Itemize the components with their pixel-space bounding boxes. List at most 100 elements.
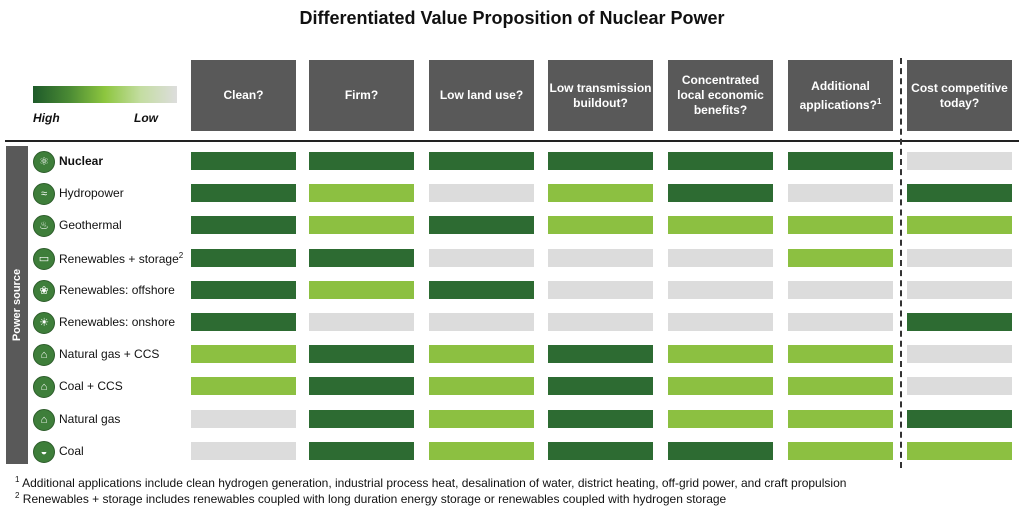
- row-label: Renewables + storage2: [59, 251, 183, 266]
- rating-cell-low: [309, 313, 414, 331]
- column-header: Clean?: [191, 60, 296, 131]
- rating-cell-high: [548, 345, 653, 364]
- rating-cell-medium: [668, 409, 773, 428]
- gas-plant-icon: ⌂: [33, 344, 55, 367]
- rating-cell-medium: [191, 377, 296, 396]
- row-label: Nuclear: [59, 154, 103, 168]
- rating-cell-high: [668, 441, 773, 460]
- column-header: Firm?: [309, 60, 414, 131]
- rating-cell-high: [309, 152, 414, 170]
- rating-cell-low: [429, 184, 534, 203]
- rating-cell-medium: [309, 184, 414, 203]
- column-header-label: Clean?: [223, 88, 264, 102]
- footnote-number: 1: [15, 475, 20, 484]
- chart-title: Differentiated Value Proposition of Nucl…: [299, 8, 725, 28]
- row-label-text: Renewables: onshore: [59, 315, 176, 329]
- rating-cell-low: [668, 313, 773, 331]
- column-header-label: Firm?: [344, 88, 379, 102]
- rating-cell-high: [191, 152, 296, 170]
- rating-cell-low: [548, 280, 653, 299]
- rating-cell-high: [191, 216, 296, 235]
- footnote: 1 Additional applications include clean …: [15, 475, 846, 490]
- rating-cell-low: [191, 409, 296, 428]
- rating-cell-medium: [429, 409, 534, 428]
- row-label: Geothermal: [59, 218, 122, 232]
- legend-high-label: High: [33, 111, 60, 125]
- legend-low-label: Low: [134, 111, 158, 125]
- rating-cell-low: [548, 313, 653, 331]
- row-label-text: Coal + CCS: [59, 379, 123, 394]
- rating-cell-low: [788, 313, 893, 331]
- rating-cell-high: [548, 152, 653, 170]
- rating-cell-high: [907, 313, 1012, 331]
- row-label: Natural gas: [59, 412, 120, 426]
- geothermal-icon: ♨: [33, 215, 55, 238]
- row-label: Coal: [59, 444, 84, 458]
- rating-cell-high: [668, 152, 773, 170]
- rating-cell-high: [668, 184, 773, 203]
- side-label: Power source: [11, 268, 23, 342]
- coal-cart-icon: ◒: [33, 440, 55, 463]
- rating-cell-medium: [429, 441, 534, 460]
- row-label: Renewables: offshore: [59, 283, 175, 297]
- rating-cell-high: [309, 248, 414, 267]
- rating-cell-high: [309, 441, 414, 460]
- footnote-text: Additional applications include clean hy…: [19, 476, 847, 490]
- rating-cell-medium: [788, 441, 893, 460]
- rating-cell-medium: [788, 377, 893, 396]
- rating-cell-low: [788, 280, 893, 299]
- rating-cell-low: [907, 280, 1012, 299]
- rating-cell-medium: [788, 248, 893, 267]
- wind-sun-icon: ☀: [33, 312, 55, 334]
- rating-cell-low: [788, 184, 893, 203]
- rating-cell-medium: [429, 377, 534, 396]
- rating-cell-medium: [788, 345, 893, 364]
- rating-cell-low: [429, 248, 534, 267]
- footnote-text: Renewables + storage includes renewables…: [19, 492, 727, 506]
- rating-cell-medium: [907, 216, 1012, 235]
- rating-cell-high: [309, 345, 414, 364]
- rating-cell-high: [548, 441, 653, 460]
- rating-cell-medium: [191, 345, 296, 364]
- water-waves-icon: ≈: [33, 183, 55, 206]
- rating-cell-low: [907, 248, 1012, 267]
- rating-cell-medium: [788, 216, 893, 235]
- rating-cell-medium: [668, 377, 773, 396]
- rating-cell-medium: [309, 216, 414, 235]
- rating-cell-high: [907, 184, 1012, 203]
- column-header-label: Concentrated local economic benefits?: [677, 73, 764, 117]
- rating-cell-low: [191, 441, 296, 460]
- rating-cell-high: [788, 152, 893, 170]
- coal-plant-icon: ⌂: [33, 376, 55, 399]
- row-label-text: Renewables + storage: [59, 251, 179, 266]
- gas-factory-icon: ⌂: [33, 408, 55, 431]
- rating-cell-low: [907, 377, 1012, 396]
- row-label: Hydropower: [59, 186, 124, 200]
- column-header-label: Low transmission buildout?: [549, 80, 652, 110]
- column-header-label: Additional applications?1: [799, 78, 882, 112]
- column-header: Cost competitive today?: [907, 60, 1012, 131]
- footnote-marker: 1: [876, 96, 882, 106]
- row-label-text: Geothermal: [59, 218, 122, 233]
- rating-cell-medium: [429, 345, 534, 364]
- rating-cell-low: [429, 313, 534, 331]
- column-header-label: Cost competitive today?: [911, 80, 1008, 110]
- footnote: 2 Renewables + storage includes renewabl…: [15, 491, 726, 506]
- rating-cell-high: [429, 280, 534, 299]
- side-bar: [6, 146, 28, 464]
- header-divider: [5, 140, 1019, 142]
- footnote-marker: 2: [178, 250, 184, 260]
- rating-cell-medium: [668, 216, 773, 235]
- row-label: Natural gas + CCS: [59, 347, 159, 361]
- rating-cell-high: [309, 409, 414, 428]
- rating-cell-low: [907, 345, 1012, 364]
- row-label-text: Nuclear: [59, 154, 104, 168]
- rating-cell-low: [907, 152, 1012, 170]
- row-label-text: Natural gas: [59, 411, 121, 426]
- rating-cell-high: [191, 184, 296, 203]
- rating-cell-high: [191, 248, 296, 267]
- rating-cell-medium: [907, 441, 1012, 460]
- column-header: Low land use?: [429, 60, 534, 131]
- cost-column-separator: [900, 58, 902, 468]
- column-header: Low transmission buildout?: [548, 60, 653, 131]
